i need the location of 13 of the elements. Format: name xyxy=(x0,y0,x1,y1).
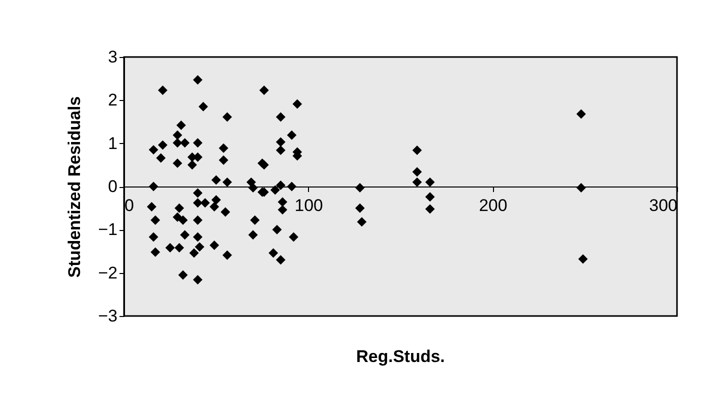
y-tick-label: 0 xyxy=(108,177,118,196)
y-tick-label: −2 xyxy=(98,263,118,282)
y-tick-label: 3 xyxy=(108,48,118,66)
y-tick-label: 1 xyxy=(108,134,118,153)
y-tick-label: −1 xyxy=(98,220,118,240)
y-tick-label: −3 xyxy=(98,306,118,326)
x-axis-title: Reg.Studs. xyxy=(356,347,445,366)
x-tick-label: 0 xyxy=(124,196,134,215)
x-tick-label: 100 xyxy=(294,196,324,215)
y-axis-title: Studentized Residuals xyxy=(65,96,84,278)
y-tick-label: 2 xyxy=(108,90,118,110)
x-tick-label: 200 xyxy=(478,196,508,215)
x-tick-label: 300 xyxy=(649,196,678,215)
